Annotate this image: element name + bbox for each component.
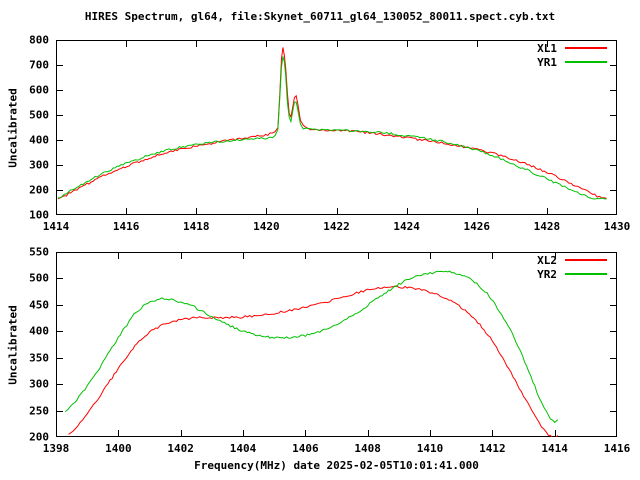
x-tick-label: 1430	[603, 220, 631, 233]
y-tick-label: 200	[29, 183, 49, 197]
x-tick-label: 1428	[533, 220, 561, 233]
legend-entry-xl1: XL1	[537, 41, 607, 55]
x-tick-label: 1400	[105, 442, 132, 455]
legend-line-yr2	[565, 273, 607, 275]
legend-bottom-panel: XL2 YR2	[537, 253, 607, 281]
y-tick-label: 300	[29, 158, 49, 172]
y-axis-label-bottom: Uncalibrated	[6, 305, 20, 385]
x-tick-label: 1402	[167, 442, 194, 455]
x-tick-label: 1408	[354, 442, 381, 455]
legend-label-xl1: XL1	[537, 41, 557, 55]
y-tick-label: 200	[29, 430, 49, 444]
legend-entry-yr2: YR2	[537, 267, 607, 281]
y-tick-label: 250	[29, 404, 49, 418]
x-tick-label: 1416	[603, 442, 631, 455]
legend-line-xl2	[565, 259, 607, 261]
y-tick-label: 500	[29, 108, 49, 122]
legend-label-yr1: YR1	[537, 55, 557, 69]
x-tick-label: 1414	[42, 220, 70, 233]
spectrum-plot-bottom	[56, 252, 617, 437]
y-axis-label-top: Uncalibrated	[6, 88, 20, 168]
x-tick-label: 1410	[416, 442, 444, 455]
legend-entry-xl2: XL2	[537, 253, 607, 267]
x-tick-label: 1422	[323, 220, 350, 233]
y-tick-label: 550	[29, 245, 49, 259]
x-tick-label: 1420	[253, 220, 280, 233]
x-tick-label: 1412	[479, 442, 506, 455]
y-tick-label: 400	[29, 133, 49, 147]
legend-top-panel: XL1 YR1	[537, 41, 607, 69]
x-tick-label: 1398	[42, 442, 70, 455]
y-tick-label: 400	[29, 324, 49, 338]
x-tick-label: 1414	[541, 442, 568, 455]
x-axis-title: Frequency(MHz) date 2025-02-05T10:01:41.…	[194, 459, 479, 472]
y-tick-label: 600	[29, 83, 49, 97]
legend-line-yr1	[565, 61, 607, 63]
y-tick-label: 300	[29, 377, 49, 391]
x-tick-label: 1424	[393, 220, 420, 233]
x-tick-label: 1426	[463, 220, 491, 233]
y-tick-label: 450	[29, 298, 49, 312]
x-tick-label: 1404	[229, 442, 257, 455]
y-tick-label: 700	[29, 58, 49, 72]
legend-label-xl2: XL2	[537, 253, 557, 267]
y-tick-label: 350	[29, 351, 49, 365]
y-tick-label: 800	[29, 33, 49, 47]
chart-title: HIRES Spectrum, gl64, file:Skynet_60711_…	[84, 10, 556, 23]
x-tick-label: 1418	[183, 220, 210, 233]
spectrum-plot-top	[56, 40, 617, 215]
x-tick-label: 1406	[292, 442, 319, 455]
legend-line-xl1	[565, 47, 607, 49]
legend-entry-yr1: YR1	[537, 55, 607, 69]
y-tick-label: 100	[29, 208, 49, 222]
x-tick-label: 1416	[112, 220, 140, 233]
y-tick-label: 500	[29, 271, 49, 285]
legend-label-yr2: YR2	[537, 267, 557, 281]
